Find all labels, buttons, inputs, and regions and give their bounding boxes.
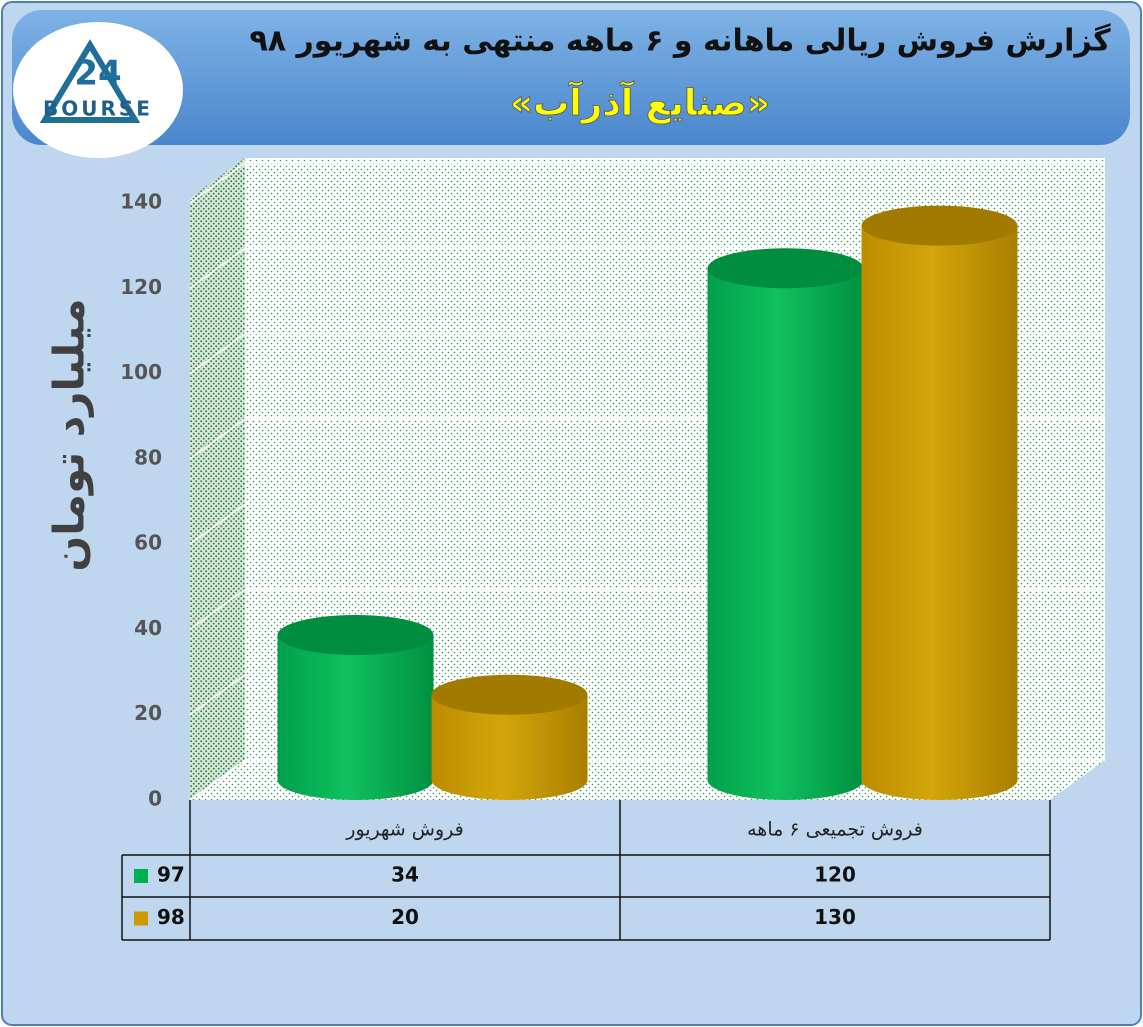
logo-badge <box>13 22 183 158</box>
cylinder-body <box>277 635 434 800</box>
y-tick-label: 0 <box>148 787 162 811</box>
y-axis-label: میلیارد تومان <box>45 298 95 571</box>
legend-label: 97 <box>157 863 185 887</box>
y-tick-label: 20 <box>134 701 162 725</box>
cylinder-top <box>861 205 1018 246</box>
legend-swatch <box>134 869 148 883</box>
grid-line <box>189 503 246 545</box>
y-tick-label: 80 <box>134 445 162 469</box>
grid-line <box>189 588 246 631</box>
chart-subtitle: «صنایع آذرآب» <box>510 80 770 124</box>
grid-line <box>189 418 246 460</box>
y-tick-label: 40 <box>134 616 162 640</box>
y-tick-label: 60 <box>134 531 162 555</box>
table-value: 20 <box>391 905 419 929</box>
grid-line <box>189 332 246 375</box>
bar <box>277 615 434 800</box>
bar <box>861 205 1018 801</box>
cylinder-body <box>707 268 864 800</box>
cylinder-top <box>707 248 864 289</box>
grid-line <box>189 674 246 716</box>
table-value: 130 <box>814 905 856 929</box>
cylinder-top <box>431 674 588 715</box>
title-banner <box>12 10 1130 145</box>
cylinder-body <box>431 694 588 800</box>
grid-line <box>189 162 246 204</box>
table-value: 120 <box>814 863 856 887</box>
legend-swatch <box>134 911 148 926</box>
logo-text: BOURSE <box>43 97 153 121</box>
logo-number: 24 <box>74 54 121 94</box>
legend-label: 98 <box>157 905 185 929</box>
side-wall <box>190 158 245 800</box>
logo-icon <box>39 39 141 123</box>
bar <box>707 248 864 800</box>
y-tick-label: 140 <box>120 190 162 214</box>
y-tick-label: 120 <box>120 275 162 299</box>
grid-line <box>189 247 246 289</box>
y-tick-label: 100 <box>120 360 162 384</box>
cylinder-top <box>277 615 434 656</box>
cylinder-body <box>861 225 1018 801</box>
bar <box>431 674 588 800</box>
x-tick-label: فروش شهریور <box>345 819 463 841</box>
chart-title: گزارش فروش ریالی ماهانه و ۶ ماهه منتهی ب… <box>249 23 1111 59</box>
x-tick-label: فروش تجمیعی ۶ ماهه <box>747 819 923 841</box>
table-value: 34 <box>391 863 419 887</box>
grid-line <box>189 759 246 801</box>
